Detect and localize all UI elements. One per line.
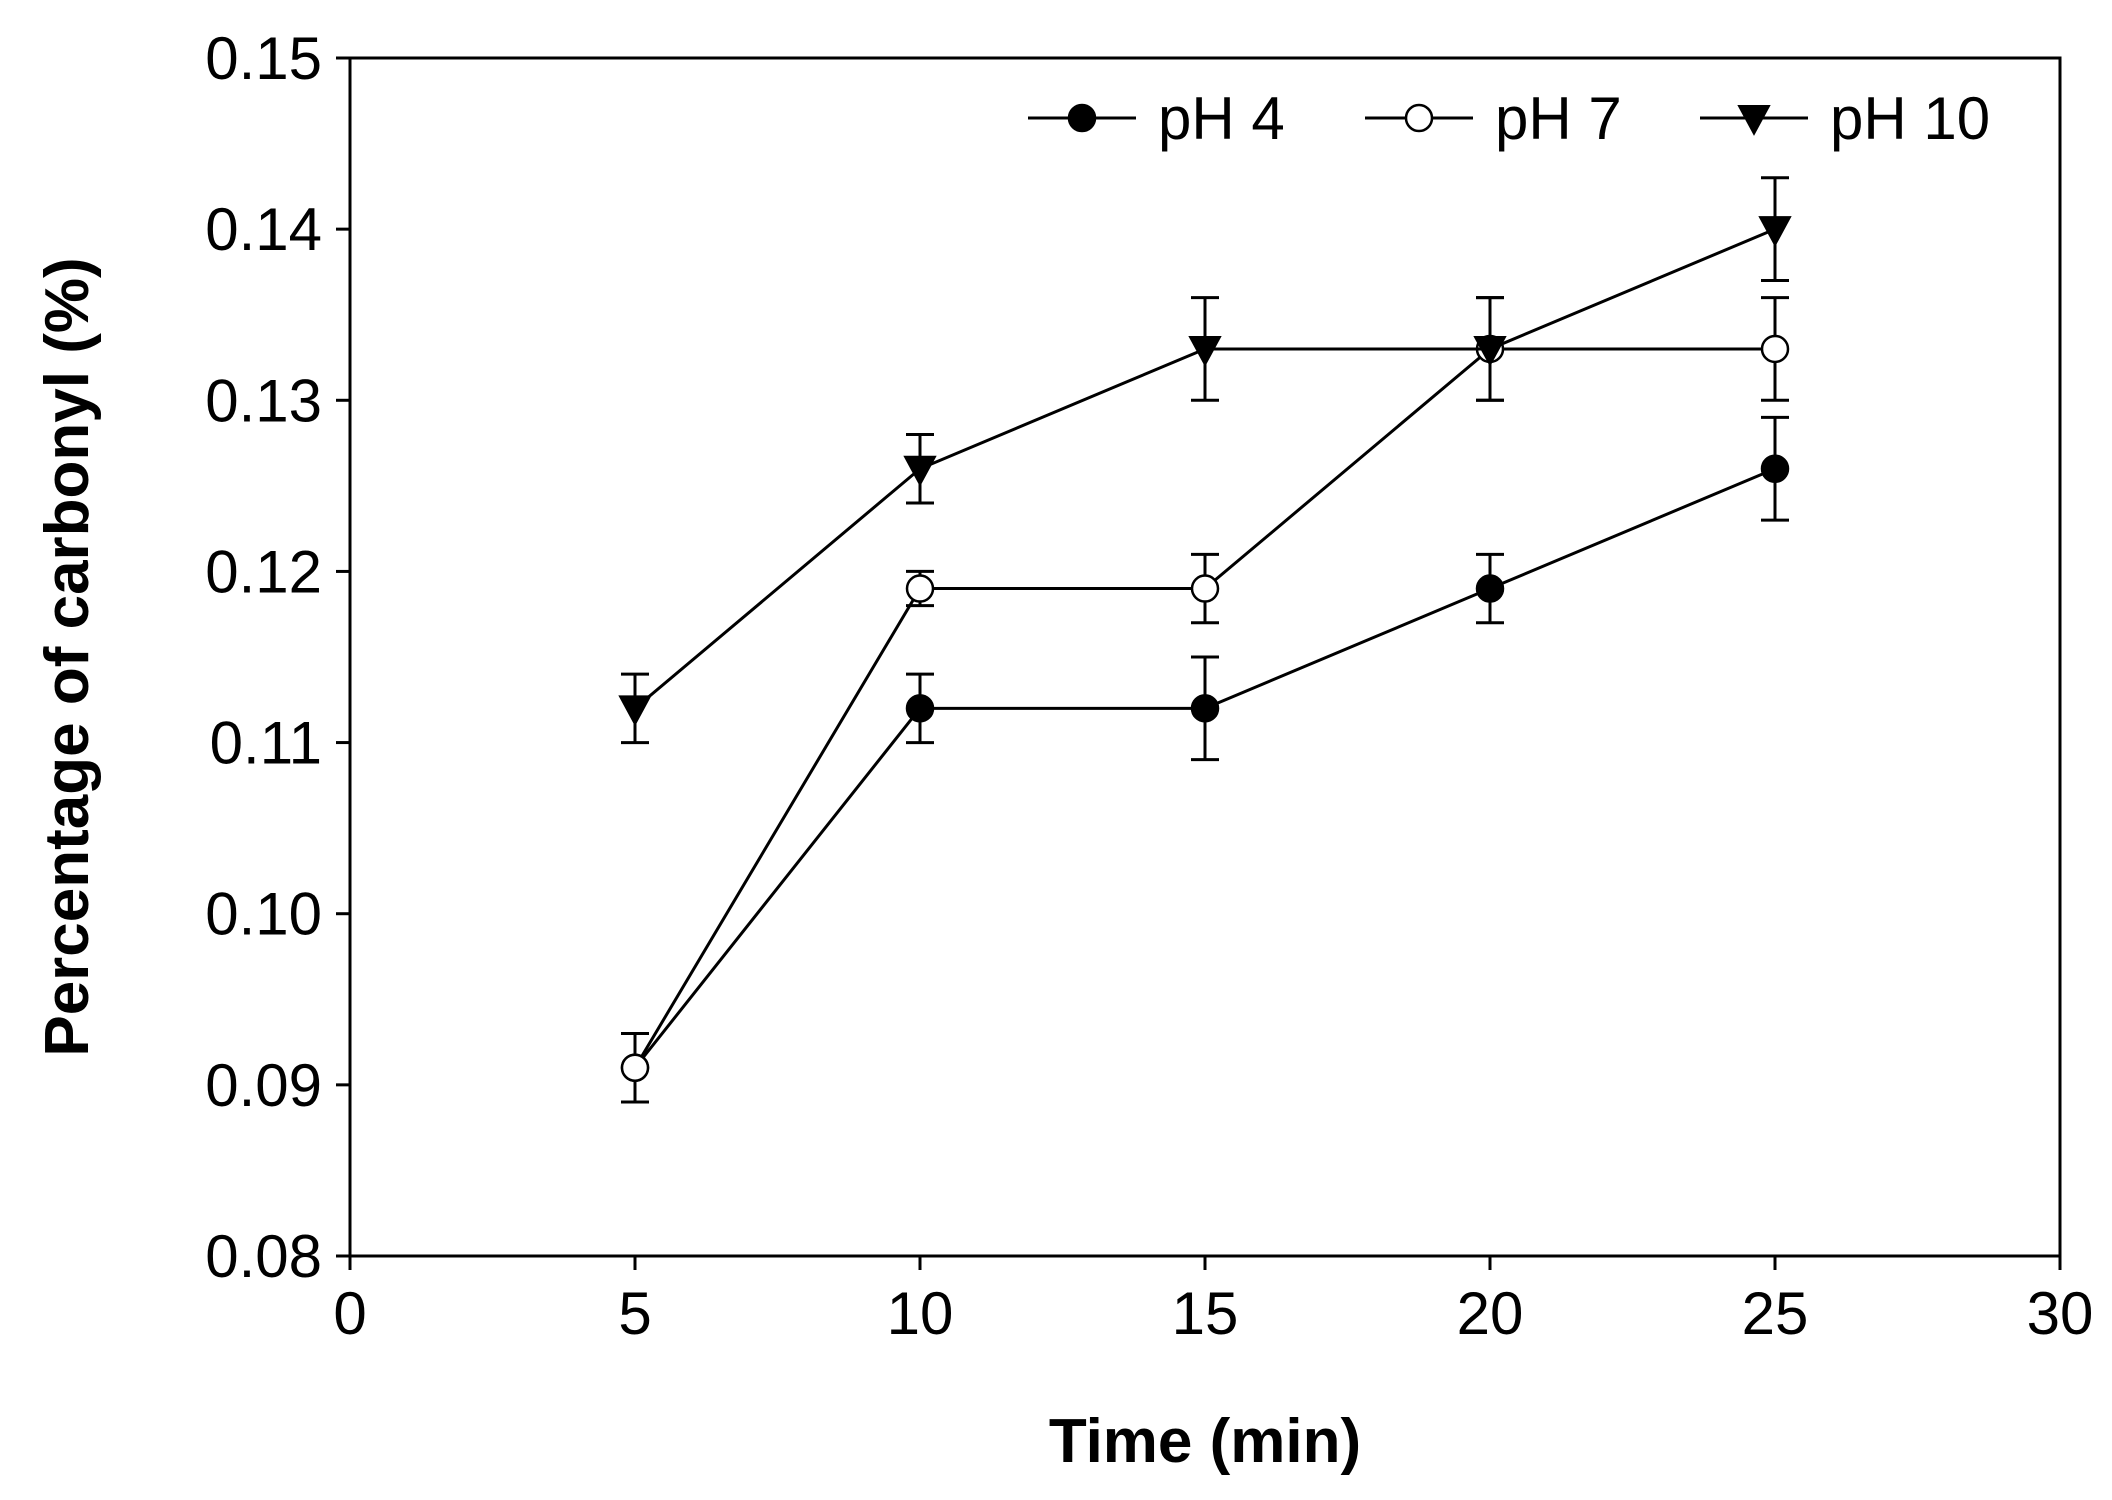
y-tick-label: 0.14 xyxy=(205,196,322,263)
data-point xyxy=(1473,335,1507,367)
data-point xyxy=(1760,334,1790,364)
data-point xyxy=(903,455,937,487)
series-ph-4 xyxy=(620,415,1790,1104)
series-ph-10 xyxy=(618,176,1792,745)
data-point xyxy=(1760,454,1790,483)
y-axis: 0.08 0.09 0.10 0.11 0.12 0.13 0.14 0.15 xyxy=(205,25,350,1290)
data-point xyxy=(1758,216,1792,247)
series-layer xyxy=(618,176,1792,1104)
data-point xyxy=(1190,574,1220,603)
y-tick-label: 0.15 xyxy=(205,25,322,92)
data-point xyxy=(1475,574,1505,603)
legend-marker xyxy=(1737,105,1771,136)
legend-entry: pH 4 xyxy=(1028,85,1285,152)
y-tick-label: 0.08 xyxy=(205,1223,322,1290)
x-tick-label: 0 xyxy=(333,1280,366,1347)
legend-entry: pH 10 xyxy=(1700,85,1990,152)
x-tick-label: 30 xyxy=(2027,1280,2094,1347)
legend-label: pH 7 xyxy=(1495,85,1622,152)
x-tick-label: 5 xyxy=(618,1280,651,1347)
legend-marker xyxy=(1404,103,1434,133)
y-axis-title: Percentage of carbonyl (%) xyxy=(33,257,102,1056)
data-point xyxy=(1190,694,1220,723)
legend-label: pH 4 xyxy=(1158,85,1285,152)
legend-label: pH 10 xyxy=(1830,85,1990,152)
legend-marker xyxy=(1067,103,1097,133)
x-axis: 0 5 10 15 20 25 30 xyxy=(333,1256,2093,1347)
x-tick-label: 20 xyxy=(1457,1280,1524,1347)
y-tick-label: 0.09 xyxy=(205,1052,322,1119)
y-tick-label: 0.12 xyxy=(205,538,322,605)
y-tick-label: 0.13 xyxy=(205,367,322,434)
x-tick-label: 15 xyxy=(1172,1280,1239,1347)
data-point xyxy=(620,1053,650,1082)
legend-entry: pH 7 xyxy=(1365,85,1622,152)
data-point xyxy=(905,694,935,723)
x-tick-label: 10 xyxy=(887,1280,954,1347)
x-tick-label: 25 xyxy=(1742,1280,1809,1347)
y-tick-label: 0.10 xyxy=(205,881,322,948)
x-axis-title: Time (min) xyxy=(1049,1407,1361,1476)
data-point xyxy=(905,574,935,603)
data-point xyxy=(1188,335,1222,367)
legend: pH 4 pH 7 pH 10 xyxy=(1028,85,1990,152)
y-tick-label: 0.11 xyxy=(210,710,322,777)
data-point xyxy=(618,695,652,727)
